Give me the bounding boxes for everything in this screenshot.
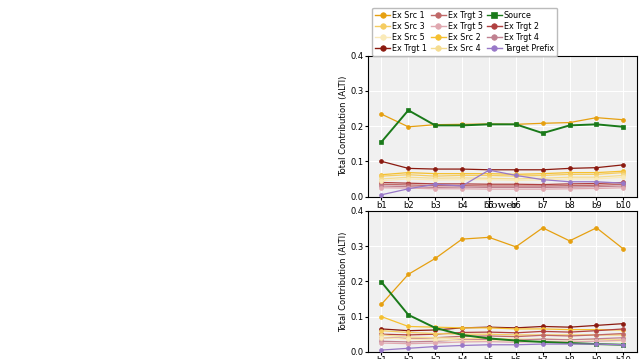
Y-axis label: Total Contribution (ALTI): Total Contribution (ALTI)	[339, 231, 348, 332]
Title: Tower: Tower	[486, 201, 518, 210]
Y-axis label: Total Contribution (ALTI): Total Contribution (ALTI)	[339, 76, 348, 176]
Title: Llama-2: Llama-2	[481, 46, 524, 55]
Legend: Ex Src 1, Ex Src 3, Ex Src 5, Ex Trgt 1, Ex Trgt 3, Ex Trgt 5, Ex Src 2, Ex Src : Ex Src 1, Ex Src 3, Ex Src 5, Ex Trgt 1,…	[372, 8, 557, 56]
